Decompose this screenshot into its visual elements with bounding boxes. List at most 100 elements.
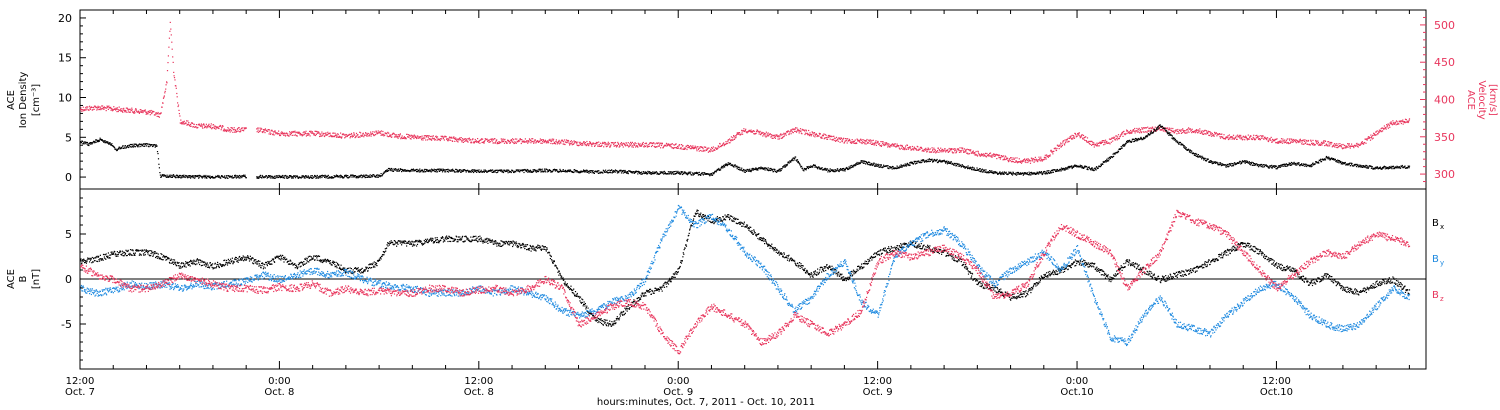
velocity-point — [764, 132, 766, 134]
velocity-point — [666, 143, 668, 145]
density-point — [843, 168, 845, 170]
density-point — [80, 141, 82, 143]
density-point — [496, 169, 498, 171]
velocity-point — [1295, 142, 1297, 144]
velocity-point — [193, 123, 195, 126]
density-point — [662, 172, 664, 174]
velocity-point — [1063, 140, 1065, 142]
velocity-point — [272, 133, 274, 135]
velocity-point — [509, 142, 511, 144]
velocity-point — [227, 127, 229, 129]
velocity-point — [1052, 153, 1054, 155]
velocity-point — [1091, 144, 1093, 146]
density-point — [242, 175, 244, 177]
velocity-point — [1193, 131, 1195, 133]
density-point — [778, 170, 780, 172]
velocity-point — [1104, 141, 1106, 143]
density-point — [162, 174, 165, 176]
velocity-point — [825, 134, 827, 136]
density-point — [944, 161, 946, 163]
density-point — [384, 170, 386, 173]
density-point — [203, 176, 205, 178]
velocity-point — [91, 106, 93, 108]
velocity-point — [397, 137, 399, 139]
velocity-point — [80, 107, 82, 109]
velocity-point — [620, 142, 623, 144]
velocity-point — [703, 149, 705, 151]
velocity-point — [440, 135, 442, 137]
velocity-point — [1069, 136, 1072, 138]
density-point — [591, 172, 593, 174]
velocity-point — [724, 143, 727, 145]
velocity-point — [279, 134, 282, 137]
velocity-point — [1022, 160, 1024, 162]
velocity-point — [826, 138, 829, 140]
density-point — [145, 143, 147, 145]
velocity-point — [832, 135, 834, 138]
density-point — [241, 177, 243, 179]
velocity-point — [1225, 137, 1227, 139]
velocity-point — [1119, 135, 1121, 137]
density-point — [227, 177, 229, 179]
velocity-point — [170, 28, 172, 30]
velocity-point — [543, 141, 545, 144]
velocity-point — [407, 134, 410, 136]
velocity-point — [1034, 160, 1036, 162]
velocity-point — [720, 145, 722, 148]
density-point — [763, 168, 765, 170]
velocity-point — [690, 145, 692, 147]
velocity-point — [451, 140, 453, 142]
density-point — [875, 163, 877, 165]
velocity-point — [606, 145, 608, 147]
velocity-point — [223, 128, 225, 130]
velocity-point — [158, 113, 160, 115]
density-point — [749, 168, 751, 170]
velocity-point — [557, 142, 559, 144]
velocity-point — [1243, 136, 1245, 138]
velocity-point — [962, 149, 964, 151]
velocity-point — [215, 128, 217, 130]
velocity-point — [607, 143, 609, 145]
velocity-point — [743, 128, 745, 130]
density-point — [842, 168, 844, 170]
velocity-point — [979, 154, 981, 156]
density-point — [660, 172, 662, 174]
velocity-point — [846, 142, 848, 144]
density-point — [948, 160, 950, 163]
velocity-point — [886, 144, 888, 146]
velocity-point — [962, 147, 964, 149]
density-point — [367, 176, 369, 178]
density-point — [568, 170, 570, 172]
velocity-point — [723, 145, 725, 147]
velocity-point — [1378, 131, 1380, 134]
velocity-point — [134, 109, 136, 111]
velocity-point — [437, 138, 439, 140]
density-point — [371, 176, 373, 178]
velocity-point — [97, 108, 99, 110]
velocity-point — [1182, 128, 1184, 130]
density-point — [732, 164, 734, 166]
velocity-point — [1194, 132, 1196, 134]
velocity-point — [966, 152, 968, 154]
velocity-point — [1136, 127, 1138, 130]
density-point — [769, 169, 771, 172]
density-point — [539, 169, 541, 171]
density-point — [786, 164, 788, 166]
density-point — [696, 172, 699, 174]
velocity-point — [1043, 156, 1045, 158]
velocity-point — [523, 140, 525, 142]
density-point — [256, 176, 258, 178]
density-point — [161, 175, 163, 177]
velocity-point — [311, 132, 313, 134]
velocity-point — [886, 142, 888, 144]
velocity-point — [1321, 144, 1323, 146]
velocity-point — [647, 146, 649, 148]
density-point — [82, 143, 84, 145]
velocity-point — [236, 130, 238, 132]
velocity-point — [835, 136, 838, 138]
density-point — [806, 167, 808, 169]
velocity-point — [1071, 138, 1073, 140]
density-point — [955, 165, 957, 167]
velocity-point — [1041, 159, 1043, 161]
velocity-point — [628, 145, 630, 147]
